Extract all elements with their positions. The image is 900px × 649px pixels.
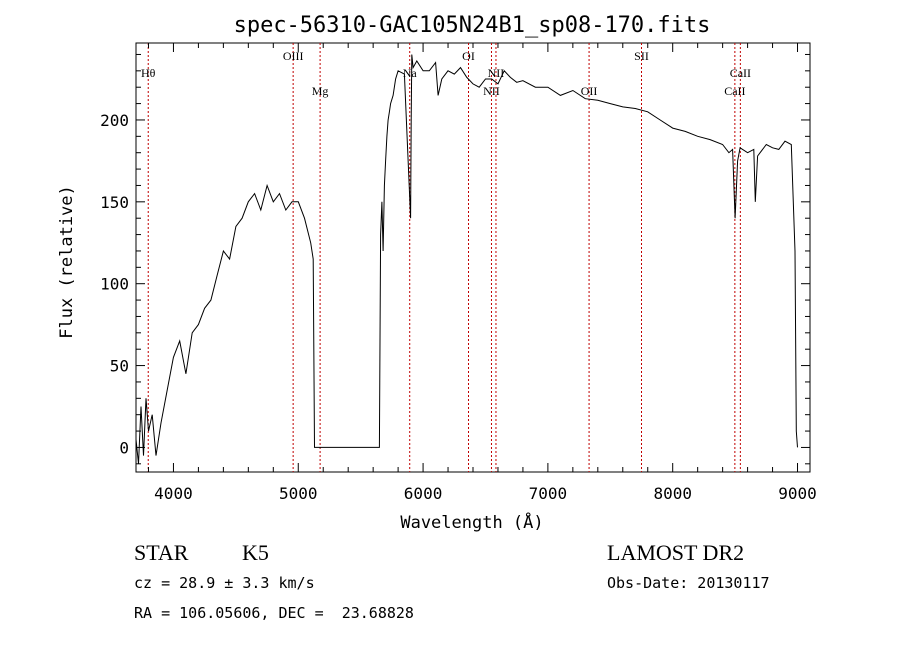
chart-title: spec-56310-GAC105N24B1_sp08-170.fits [234,13,711,38]
annotation-label: NII [483,84,500,98]
x-tick-label: 5000 [279,484,318,503]
annotation-label: Mg [312,84,329,98]
annotation-label: CaII [730,66,751,80]
line-annotations: Hθ OIII Mg Na OI NII NII OII SII CaII CaII [141,43,751,472]
annotation-label: OII [581,84,598,98]
annotation-label: Na [403,66,418,80]
ra-dec-coordinates: RA = 106.05606, DEC = 23.68828 [134,604,414,622]
survey-name: LAMOST DR2 [607,540,745,565]
x-tick-label: 9000 [778,484,817,503]
object-subclass: K5 [242,540,269,565]
object-class: STAR [134,540,189,565]
y-tick-label: 150 [100,193,129,212]
y-axis-ticks: 0 50 100 150 200 [100,53,810,465]
redshift-cz: cz = 28.9 ± 3.3 km/s [134,574,315,592]
annotation-label: Hθ [141,66,156,80]
x-tick-label: 8000 [653,484,692,503]
plot-frame [135,42,811,473]
x-tick-label: 7000 [529,484,568,503]
y-tick-label: 100 [100,275,129,294]
y-axis-label: Flux (relative) [57,185,77,339]
x-tick-label: 4000 [154,484,193,503]
x-tick-label: 6000 [404,484,443,503]
spectrum-series-line [135,54,798,464]
y-tick-label: 0 [119,438,129,457]
annotation-label: CaII [724,84,745,98]
annotation-label: OI [462,49,475,63]
y-tick-label: 50 [110,357,129,376]
annotation-label: OIII [283,49,304,63]
x-axis-label: Wavelength (Å) [400,511,543,533]
x-axis-ticks: 4000 5000 6000 7000 8000 9000 [147,43,817,503]
observation-date: Obs-Date: 20130117 [607,574,770,592]
y-tick-label: 200 [100,111,129,130]
annotation-label: SII [634,49,649,63]
annotation-label: NII [488,66,505,80]
